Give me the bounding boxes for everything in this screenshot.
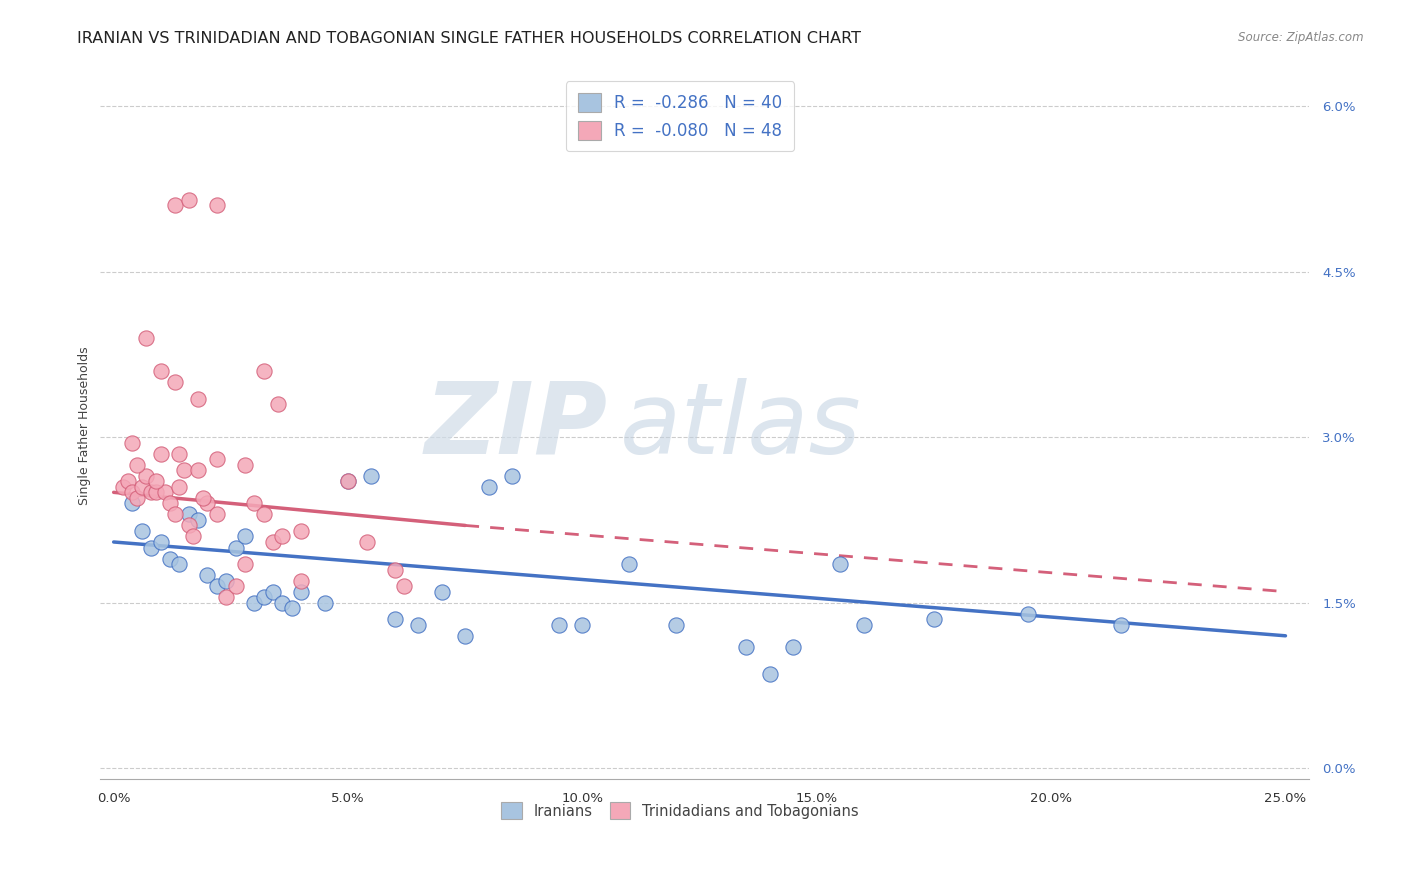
- Point: [290, 584, 312, 599]
- Text: IRANIAN VS TRINIDADIAN AND TOBAGONIAN SINGLE FATHER HOUSEHOLDS CORRELATION CHART: IRANIAN VS TRINIDADIAN AND TOBAGONIAN SI…: [77, 31, 862, 46]
- Text: ZIP: ZIP: [425, 377, 607, 475]
- Point: [141, 485, 163, 500]
- Point: [149, 447, 172, 461]
- Point: [356, 535, 378, 549]
- Point: [233, 529, 256, 543]
- Point: [830, 557, 852, 571]
- Point: [177, 518, 200, 533]
- Point: [253, 590, 276, 604]
- Point: [205, 579, 228, 593]
- Point: [121, 485, 143, 500]
- Point: [215, 590, 238, 604]
- Point: [290, 524, 312, 538]
- Point: [394, 579, 416, 593]
- Point: [619, 557, 641, 571]
- Point: [852, 617, 875, 632]
- Point: [262, 535, 284, 549]
- Point: [430, 584, 453, 599]
- Text: Source: ZipAtlas.com: Source: ZipAtlas.com: [1239, 31, 1364, 45]
- Y-axis label: Single Father Households: Single Father Households: [79, 347, 91, 506]
- Point: [149, 535, 172, 549]
- Point: [243, 596, 266, 610]
- Legend: Iranians, Trinidadians and Tobagonians: Iranians, Trinidadians and Tobagonians: [495, 797, 865, 825]
- Point: [169, 480, 191, 494]
- Point: [922, 612, 945, 626]
- Point: [665, 617, 688, 632]
- Point: [571, 617, 593, 632]
- Point: [281, 601, 304, 615]
- Point: [131, 480, 153, 494]
- Point: [337, 475, 360, 489]
- Point: [163, 375, 186, 389]
- Point: [205, 508, 228, 522]
- Point: [262, 584, 284, 599]
- Point: [225, 541, 247, 555]
- Point: [149, 364, 172, 378]
- Point: [233, 557, 256, 571]
- Point: [478, 480, 501, 494]
- Point: [290, 574, 312, 588]
- Point: [177, 508, 200, 522]
- Point: [183, 529, 205, 543]
- Point: [271, 596, 294, 610]
- Point: [159, 551, 181, 566]
- Point: [253, 508, 276, 522]
- Point: [360, 468, 382, 483]
- Point: [177, 193, 200, 207]
- Point: [191, 491, 214, 505]
- Point: [187, 392, 209, 406]
- Point: [121, 496, 143, 510]
- Point: [243, 496, 266, 510]
- Point: [169, 557, 191, 571]
- Point: [197, 496, 219, 510]
- Point: [169, 447, 191, 461]
- Point: [163, 198, 186, 212]
- Point: [548, 617, 571, 632]
- Point: [135, 468, 157, 483]
- Point: [782, 640, 804, 654]
- Point: [121, 435, 143, 450]
- Point: [1017, 607, 1039, 621]
- Point: [384, 612, 406, 626]
- Point: [155, 485, 177, 500]
- Point: [187, 463, 209, 477]
- Point: [408, 617, 430, 632]
- Point: [735, 640, 758, 654]
- Point: [197, 568, 219, 582]
- Point: [205, 452, 228, 467]
- Point: [131, 524, 153, 538]
- Point: [163, 508, 186, 522]
- Point: [314, 596, 336, 610]
- Point: [215, 574, 238, 588]
- Point: [233, 458, 256, 472]
- Point: [173, 463, 195, 477]
- Point: [205, 198, 228, 212]
- Point: [454, 629, 477, 643]
- Point: [145, 485, 167, 500]
- Point: [135, 331, 157, 345]
- Point: [271, 529, 294, 543]
- Point: [337, 475, 360, 489]
- Point: [267, 397, 290, 411]
- Point: [127, 491, 149, 505]
- Point: [253, 364, 276, 378]
- Point: [759, 667, 782, 681]
- Point: [187, 513, 209, 527]
- Point: [145, 475, 167, 489]
- Point: [117, 475, 139, 489]
- Point: [159, 496, 181, 510]
- Point: [225, 579, 247, 593]
- Point: [501, 468, 523, 483]
- Point: [384, 563, 406, 577]
- Text: atlas: atlas: [620, 377, 862, 475]
- Point: [112, 480, 135, 494]
- Point: [141, 541, 163, 555]
- Point: [1111, 617, 1133, 632]
- Point: [127, 458, 149, 472]
